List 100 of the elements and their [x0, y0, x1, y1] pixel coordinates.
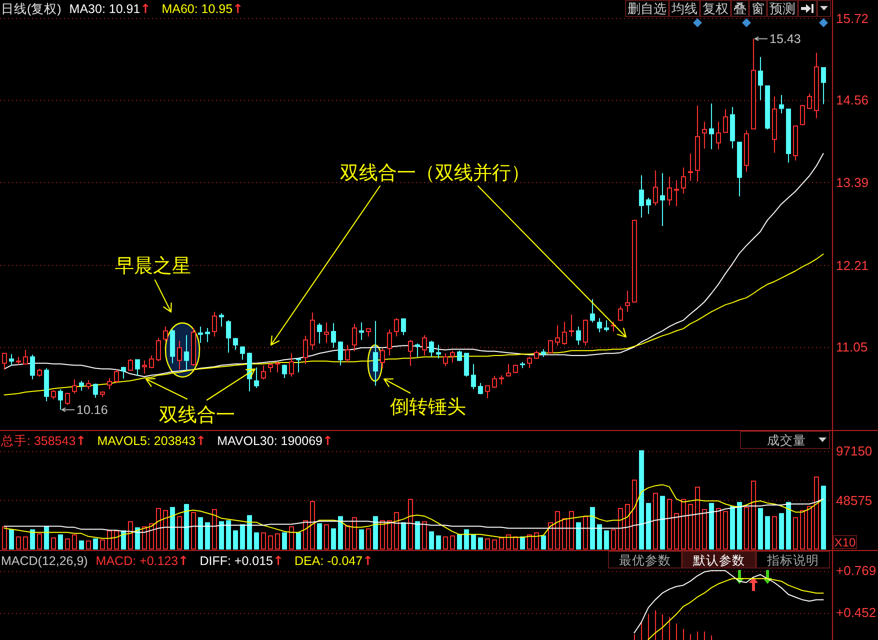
bar: [597, 524, 602, 550]
candlestick: [359, 322, 364, 341]
candlestick: [16, 356, 21, 366]
bar: [793, 517, 798, 550]
candlestick: [744, 130, 749, 172]
bar: [233, 530, 238, 550]
candlestick: [394, 318, 399, 337]
bar: [660, 496, 665, 550]
candlestick: [226, 320, 231, 354]
candlestick: [562, 321, 567, 346]
candlestick: [639, 174, 644, 218]
candlestick: [814, 52, 819, 119]
bar: [317, 523, 322, 550]
candlestick: [268, 362, 273, 373]
bar: [632, 480, 637, 550]
candlestick: [779, 94, 784, 114]
bar: [646, 502, 651, 550]
candlestick: [695, 105, 700, 182]
bar: [786, 502, 791, 550]
candlestick: [58, 388, 63, 410]
candlestick: [471, 363, 476, 390]
bar: [338, 516, 343, 550]
candlestick: [156, 337, 161, 362]
bar: [51, 537, 56, 550]
candlestick: [261, 364, 266, 380]
bar: [555, 511, 560, 550]
bar: [807, 506, 812, 550]
annotation: 10.16: [76, 403, 108, 418]
bar: [520, 536, 525, 550]
bar: [562, 518, 567, 550]
candlestick: [163, 326, 168, 342]
bar: [653, 492, 658, 550]
candlestick: [233, 337, 238, 350]
bar: [667, 498, 672, 550]
candlestick: [478, 382, 483, 395]
bar: [814, 476, 819, 550]
bar: [618, 508, 623, 550]
bar: [611, 529, 616, 550]
candlestick: [709, 102, 714, 150]
candlestick: [772, 96, 777, 154]
candlestick: [534, 350, 539, 360]
bar: [268, 535, 273, 550]
candlestick: [51, 389, 56, 400]
candlestick: [513, 364, 518, 374]
bar: [464, 529, 469, 550]
y-tick-label: +0.452: [836, 605, 876, 620]
bar: [352, 517, 357, 550]
text: MACD: +0.123↑: [96, 553, 189, 568]
candlestick: [9, 354, 14, 366]
candlestick: [555, 324, 560, 346]
annotation: 15.43: [770, 32, 801, 46]
annotation: 最优参数: [619, 554, 671, 568]
bar: [100, 539, 105, 550]
candlestick: [415, 343, 420, 358]
candlestick: [793, 126, 798, 161]
line-series: [634, 570, 824, 634]
candlestick: [296, 358, 301, 373]
bar: [751, 480, 756, 550]
bar: [380, 520, 385, 550]
bar: [415, 521, 420, 550]
bar: [366, 528, 371, 550]
text: DEA: -0.047↑: [294, 553, 374, 568]
candlestick: [205, 328, 210, 343]
candlestick: [436, 344, 441, 359]
candlestick: [527, 356, 532, 369]
bar: [408, 498, 413, 550]
bar: [177, 516, 182, 550]
bar: [737, 502, 742, 550]
bar: [345, 525, 350, 550]
candlestick: [184, 334, 189, 371]
bar: [65, 538, 70, 550]
candlestick: [723, 108, 728, 133]
bar: [387, 520, 392, 550]
bar: [471, 534, 476, 550]
candlestick: [345, 344, 350, 364]
candlestick: [597, 318, 602, 333]
bar: [499, 537, 504, 550]
bar: [576, 522, 581, 550]
bar: [219, 521, 224, 550]
y-tick-label: 12.21: [836, 258, 869, 273]
bar: [16, 536, 21, 550]
candlestick: [310, 312, 315, 350]
bar: [527, 534, 532, 550]
candlestick: [380, 348, 385, 369]
bar: [723, 511, 728, 550]
candlestick: [86, 380, 91, 390]
candlestick: [450, 350, 455, 364]
y-tick-label: 15.72: [836, 10, 869, 26]
candlestick: [702, 121, 707, 150]
candlestick: [23, 349, 28, 366]
line-series: [4, 484, 824, 539]
candlestick: [114, 369, 119, 384]
bar: [702, 509, 707, 550]
y-tick-label: 13.39: [836, 174, 869, 190]
candlestick: [100, 390, 105, 398]
bar: [2, 526, 7, 550]
bar: [758, 508, 763, 550]
candlestick: [457, 350, 462, 362]
candlestick: [191, 328, 196, 367]
bar: [625, 504, 630, 550]
